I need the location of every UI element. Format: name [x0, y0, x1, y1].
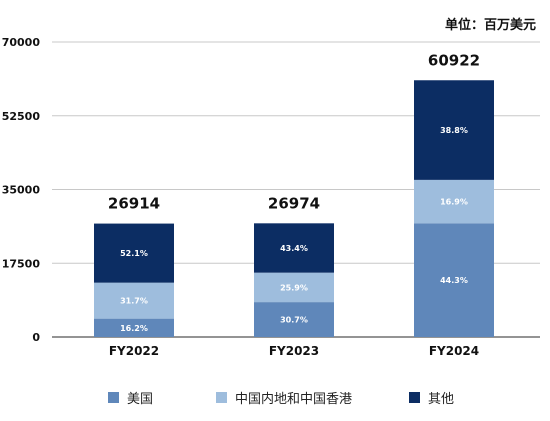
bar-segment	[254, 272, 334, 303]
legend-label-other: 其他	[428, 392, 455, 407]
bar-segment	[254, 302, 334, 337]
y-tick-label: 0	[32, 331, 40, 344]
legend-swatch-other	[409, 392, 420, 403]
bar-total-label: 26974	[268, 194, 320, 212]
stacked-bar-chart: 0 17500 35000 52500 70000 16.2% 31.7% 52.1% 2691…	[2, 36, 540, 358]
x-category-label: FY2024	[429, 344, 479, 358]
y-tick-label: 35000	[2, 184, 41, 197]
segment-share-label: 52.1%	[120, 249, 148, 258]
bar-segment	[94, 318, 174, 337]
x-category-label: FY2022	[109, 344, 159, 358]
bar-segment	[94, 223, 174, 283]
y-tick-label: 17500	[2, 257, 41, 270]
bar-segment	[254, 223, 334, 273]
legend-label-us: 美国	[127, 392, 154, 407]
bar-segment	[414, 179, 494, 224]
segment-share-label: 44.3%	[440, 276, 468, 285]
segment-share-label: 25.9%	[280, 283, 308, 292]
bar-segment	[414, 223, 494, 337]
legend-swatch-china	[216, 392, 227, 403]
segment-share-label: 16.9%	[440, 198, 468, 207]
legend-item-us: 美国	[108, 388, 153, 407]
y-tick-label: 52500	[2, 110, 41, 123]
segment-share-label: 31.7%	[120, 297, 148, 306]
y-tick-label: 70000	[2, 36, 41, 49]
segment-share-label: 16.2%	[120, 324, 148, 333]
segment-share-label: 38.8%	[440, 126, 468, 135]
bar-segment	[94, 282, 174, 319]
segment-share-label: 43.4%	[280, 244, 308, 253]
legend-swatch-us	[108, 392, 119, 403]
bar-total-label: 60922	[428, 51, 480, 69]
legend-label-china: 中国内地和中国香港	[235, 392, 353, 407]
unit-label: 单位：百万美元	[444, 18, 536, 33]
legend-item-other: 其他	[409, 388, 454, 407]
legend-item-china: 中国内地和中国香港	[216, 388, 352, 407]
x-category-label: FY2023	[269, 344, 319, 358]
legend: 美国 中国内地和中国香港 其他	[0, 388, 550, 408]
segment-share-label: 30.7%	[280, 316, 308, 325]
bar-total-label: 26914	[108, 195, 160, 213]
bar-segment	[414, 80, 494, 180]
